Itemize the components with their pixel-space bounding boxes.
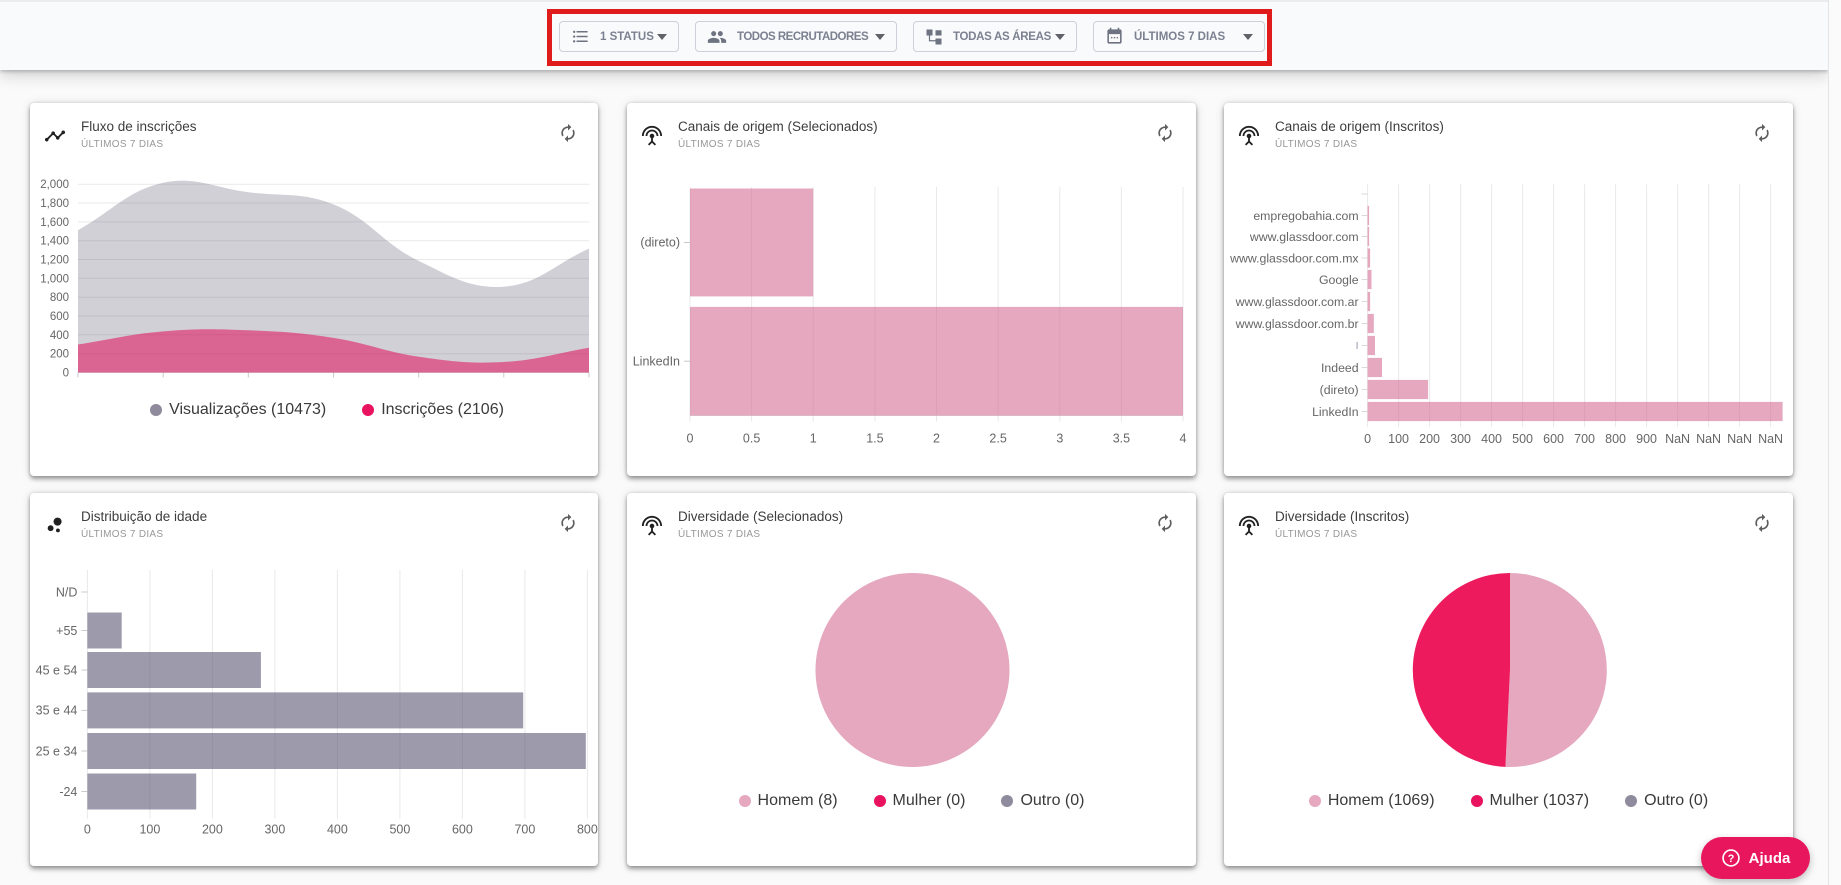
svg-text:NaN: NaN — [1665, 432, 1690, 446]
svg-text:4: 4 — [1180, 432, 1187, 446]
svg-text:800: 800 — [1605, 432, 1626, 446]
svg-text:www.glassdoor.com.mx: www.glassdoor.com.mx — [1229, 252, 1359, 266]
svg-text:www.glassdoor.com.ar: www.glassdoor.com.ar — [1235, 295, 1359, 309]
svg-text:0: 0 — [1364, 432, 1371, 446]
svg-text:1,800: 1,800 — [40, 198, 69, 210]
svg-text:100: 100 — [139, 822, 160, 836]
svg-text:400: 400 — [327, 822, 348, 836]
svg-text:200: 200 — [1419, 432, 1440, 446]
svg-text:2,000: 2,000 — [40, 179, 69, 191]
svg-text:www.glassdoor.com: www.glassdoor.com — [1249, 230, 1359, 244]
svg-text:?: ? — [1727, 853, 1734, 865]
svg-text:0: 0 — [687, 432, 694, 446]
svg-text:300: 300 — [1450, 432, 1471, 446]
svg-text:(direto): (direto) — [640, 236, 680, 250]
svg-text:2.5: 2.5 — [989, 432, 1006, 446]
svg-text:www.glassdoor.com.br: www.glassdoor.com.br — [1235, 317, 1359, 331]
svg-text:Google: Google — [1319, 273, 1359, 287]
svg-text:LinkedIn: LinkedIn — [633, 354, 680, 368]
svg-text:700: 700 — [1574, 432, 1595, 446]
svg-text:600: 600 — [452, 822, 473, 836]
svg-text:300: 300 — [264, 822, 285, 836]
svg-text:1,000: 1,000 — [40, 273, 69, 285]
svg-text:600: 600 — [1543, 432, 1564, 446]
svg-text:NaN: NaN — [1727, 432, 1752, 446]
svg-text:45 e 54: 45 e 54 — [36, 663, 78, 677]
svg-text:1,600: 1,600 — [40, 217, 69, 229]
svg-text:0: 0 — [84, 822, 91, 836]
svg-text:800: 800 — [577, 822, 598, 836]
svg-text:+55: +55 — [56, 624, 77, 638]
svg-text:LinkedIn: LinkedIn — [1312, 405, 1359, 419]
svg-text:I: I — [1356, 340, 1359, 352]
svg-text:empregobahia.com: empregobahia.com — [1253, 209, 1358, 223]
svg-text:3: 3 — [1056, 432, 1063, 446]
svg-text:2: 2 — [933, 432, 940, 446]
svg-text:100: 100 — [1388, 432, 1409, 446]
svg-text:0.5: 0.5 — [743, 432, 760, 446]
svg-text:Indeed: Indeed — [1321, 361, 1359, 375]
svg-text:400: 400 — [1481, 432, 1502, 446]
svg-text:0: 0 — [63, 368, 69, 380]
svg-text:400: 400 — [50, 330, 69, 342]
svg-text:600: 600 — [50, 311, 69, 323]
svg-text:800: 800 — [50, 292, 69, 304]
svg-text:N/D: N/D — [56, 585, 78, 599]
svg-text:1: 1 — [810, 432, 817, 446]
svg-text:1,400: 1,400 — [40, 236, 69, 248]
svg-text:700: 700 — [514, 822, 535, 836]
svg-text:25 e 34: 25 e 34 — [36, 744, 78, 758]
svg-text:500: 500 — [389, 822, 410, 836]
svg-text:-24: -24 — [59, 785, 77, 799]
svg-text:1.5: 1.5 — [866, 432, 883, 446]
svg-text:NaN: NaN — [1758, 432, 1783, 446]
svg-text:500: 500 — [1512, 432, 1533, 446]
svg-text:200: 200 — [202, 822, 223, 836]
svg-text:900: 900 — [1636, 432, 1657, 446]
svg-text:35 e 44: 35 e 44 — [36, 704, 78, 718]
svg-text:200: 200 — [50, 349, 69, 361]
svg-text:NaN: NaN — [1696, 432, 1721, 446]
svg-text:(direto): (direto) — [1320, 383, 1359, 397]
svg-text:1,200: 1,200 — [40, 255, 69, 267]
svg-text:3.5: 3.5 — [1113, 432, 1130, 446]
